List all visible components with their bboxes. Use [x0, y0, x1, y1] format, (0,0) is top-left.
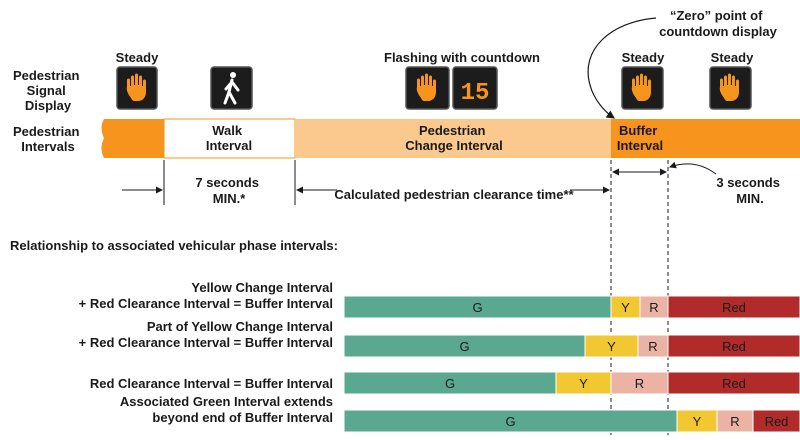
vehicular-row: Part of Yellow Change Interval + Red Clea…	[79, 319, 800, 358]
row-label-line: Associated Green Interval extends	[120, 394, 333, 409]
segment-label-yellow: Y	[579, 376, 588, 391]
row-label-line: + Red Clearance Interval = Buffer Interv…	[79, 296, 333, 311]
row-label-line: Part of Yellow Change Interval	[147, 319, 333, 334]
signal-hand-steady-3	[709, 66, 752, 110]
signal-walk	[210, 66, 253, 110]
walk-min-label: 7 seconds MIN.*	[195, 175, 262, 206]
segment-label-yellow: Y	[607, 339, 616, 354]
row-label-line: beyond end of Buffer Interval	[152, 410, 333, 425]
segment-label-redclear: R	[635, 376, 644, 391]
vehicular-rows: Yellow Change Interval + Red Clearance In…	[79, 280, 800, 433]
segment-label-green: G	[472, 300, 482, 315]
row-label-line: Yellow Change Interval	[191, 280, 333, 295]
row-label: Red Clearance Interval = Buffer Interval	[90, 376, 333, 391]
segment-label-redclear: R	[730, 414, 739, 429]
dimension-lines	[122, 160, 717, 435]
segment-label-green: G	[505, 414, 515, 429]
segment-label-yellow: Y	[693, 414, 702, 429]
walk-interval-label: Walk Interval	[206, 123, 252, 153]
pedestrian-interval-band	[101, 118, 800, 159]
flashing-label: Flashing with countdown	[384, 50, 540, 65]
clearance-label: Calculated pedestrian clearance time**	[334, 187, 574, 202]
segment-red	[667, 295, 800, 319]
vehicular-row: Red Clearance Interval = Buffer Interval…	[90, 371, 800, 395]
segment-red	[667, 334, 800, 358]
row-label-line: + Red Clearance Interval = Buffer Interv…	[79, 335, 333, 350]
vehicular-row: Associated Green Interval extends beyond …	[120, 394, 800, 433]
segment-label-yellow: Y	[621, 300, 630, 315]
segment-label-redclear: R	[648, 339, 657, 354]
change-interval-label: Pedestrian Change Interval	[405, 123, 503, 153]
segment-label-redclear: R	[649, 300, 658, 315]
segment-label-red: Red	[722, 376, 746, 391]
signal-hand-flashing	[405, 66, 450, 110]
buffer-min-label: 3 seconds MIN.	[716, 175, 783, 206]
interval-change	[295, 119, 611, 158]
interval-dont-walk-end	[668, 119, 800, 158]
segment-red	[667, 371, 800, 395]
walking-person-icon	[223, 72, 240, 105]
segment-label-red: Red	[722, 339, 746, 354]
steady-label-2: Steady	[622, 50, 665, 65]
buffer-interval-label: Buffer Interval	[617, 123, 663, 153]
row-label-line: Red Clearance Interval = Buffer Interval	[90, 376, 333, 391]
segment-label-green: G	[445, 376, 455, 391]
segment-red	[752, 409, 800, 433]
interval-dont-walk-start	[101, 119, 164, 158]
segment-label-red: Red	[722, 300, 746, 315]
row-label: Associated Green Interval extends beyond …	[120, 394, 333, 425]
zero-point-note: “Zero” point of countdown display	[659, 8, 777, 39]
segment-label-green: G	[459, 339, 469, 354]
relationship-heading: Relationship to associated vehicular pha…	[10, 238, 338, 253]
vehicular-row: Yellow Change Interval + Red Clearance In…	[79, 280, 800, 319]
steady-label-1: Steady	[116, 50, 159, 65]
countdown-value: 15	[461, 80, 490, 107]
signal-hand-steady-1	[116, 66, 158, 110]
row-label: Yellow Change Interval + Red Clearance In…	[79, 280, 333, 311]
segment-label-red: Red	[765, 414, 789, 429]
signal-hand-steady-2	[621, 66, 664, 110]
steady-label-3: Steady	[711, 50, 754, 65]
interval-buffer	[611, 119, 668, 158]
interval-walk	[163, 118, 296, 159]
row-label: Part of Yellow Change Interval + Red Clea…	[79, 319, 333, 350]
intervals-row-label: Pedestrian Intervals	[13, 124, 83, 154]
signal-row-label: Pedestrian Signal Display	[13, 68, 83, 113]
zero-point-arrow	[587, 17, 657, 119]
countdown-display: 15	[452, 66, 498, 110]
